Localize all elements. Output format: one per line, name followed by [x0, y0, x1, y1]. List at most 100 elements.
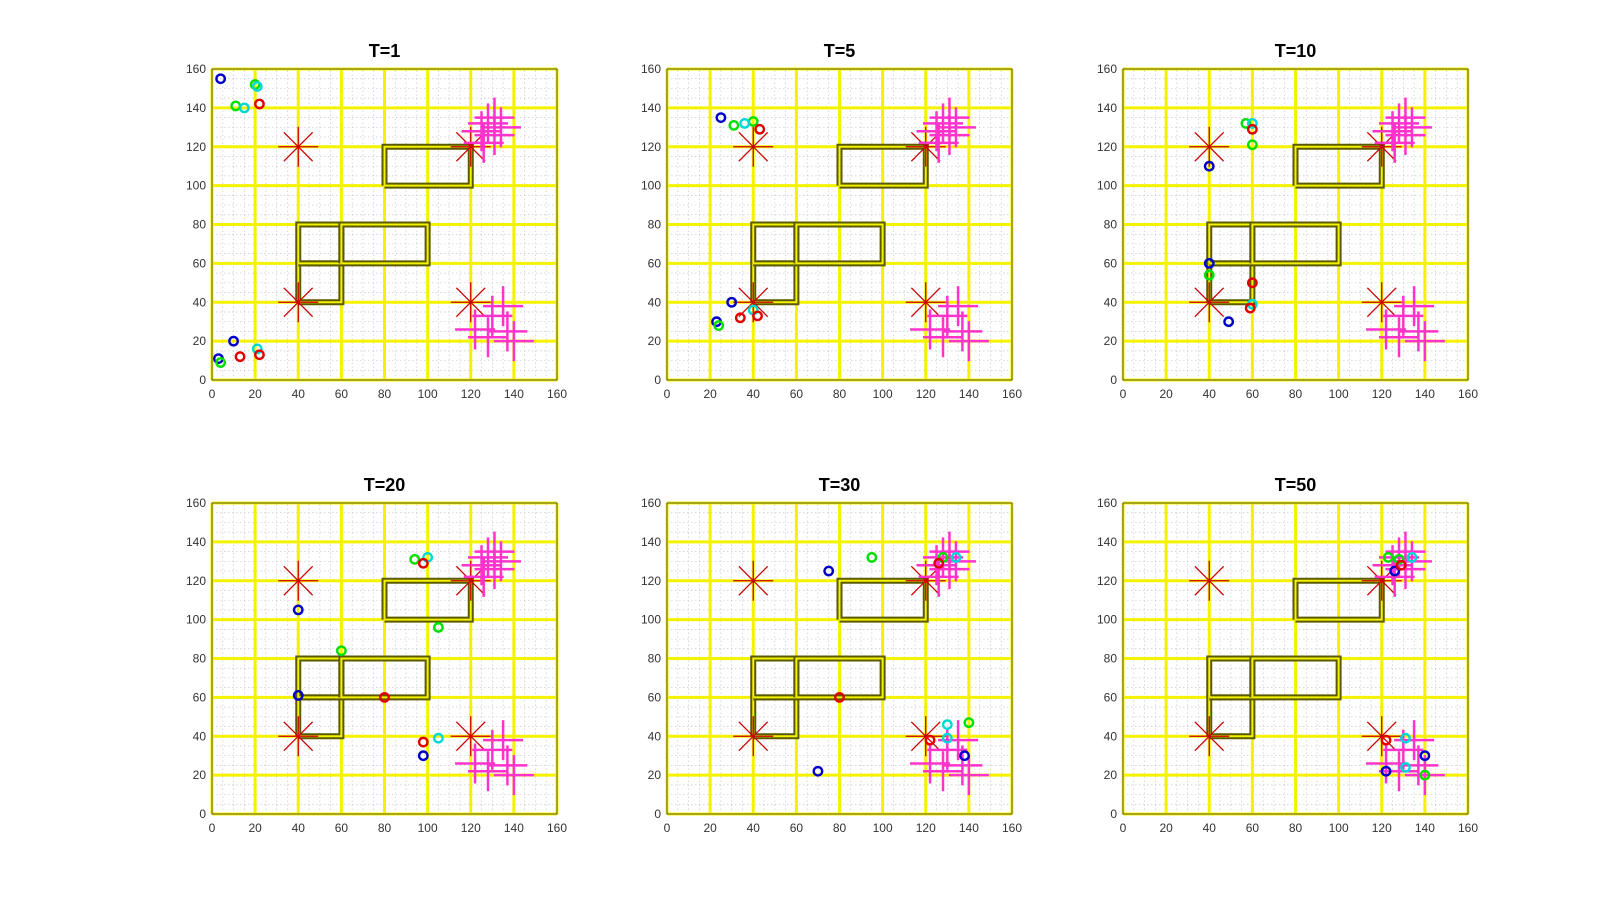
- destinations: [910, 97, 989, 362]
- agent-point: [1203, 160, 1215, 172]
- x-tick-label: 120: [461, 387, 481, 401]
- x-tick-label: 100: [873, 387, 893, 401]
- agent-point: [1240, 118, 1252, 129]
- y-tick-label: 0: [199, 807, 206, 821]
- agent-point: [866, 552, 878, 563]
- destinations: [455, 531, 534, 796]
- destination-marker: [918, 122, 959, 163]
- subplot-6: 0 20 40 60 80 100 120 140 160 0 20 40 60 80 100 120 140 1…: [1097, 475, 1478, 835]
- destination-marker: [1385, 97, 1426, 138]
- y-tick-label: 20: [648, 334, 662, 348]
- x-tick-label: 60: [790, 387, 804, 401]
- target-marker: [905, 282, 946, 323]
- target-marker: [733, 716, 774, 757]
- destination-marker: [923, 317, 963, 358]
- agent-point: [251, 343, 263, 355]
- x-tick-label: 80: [1289, 821, 1303, 835]
- x-tick-label: 140: [1415, 821, 1435, 835]
- destination-marker: [1398, 311, 1439, 352]
- destination-marker: [1379, 317, 1419, 358]
- obstacle-inner: [1251, 657, 1340, 699]
- agent-point: [1400, 732, 1411, 744]
- y-tick-label: 160: [641, 62, 661, 76]
- agent-point: [254, 349, 265, 361]
- obstacle-inner: [1251, 223, 1340, 265]
- target-marker: [905, 560, 946, 601]
- x-tick-label: 100: [873, 821, 893, 835]
- y-tick-label: 140: [186, 535, 206, 549]
- axes-box: [666, 68, 1013, 381]
- destination-marker: [493, 755, 534, 796]
- agent-point: [739, 118, 751, 129]
- destination-marker: [948, 755, 989, 796]
- destination-marker: [1398, 745, 1439, 786]
- destination-marker: [1404, 755, 1445, 796]
- agent-point: [754, 123, 766, 135]
- agent-point: [379, 691, 390, 703]
- target-marker: [1361, 716, 1402, 757]
- x-tick-label: 60: [1246, 387, 1260, 401]
- destination-marker: [468, 317, 508, 358]
- y-tick-label: 40: [648, 295, 662, 309]
- x-tick-label: 120: [461, 821, 481, 835]
- x-tick-label: 40: [1203, 821, 1217, 835]
- agents: [1203, 118, 1258, 328]
- agent-point: [1393, 553, 1405, 565]
- agent-point: [433, 622, 444, 633]
- x-tick-label: 0: [664, 387, 671, 401]
- target-marker: [733, 126, 774, 167]
- agent-point: [924, 734, 936, 746]
- destination-marker: [923, 751, 963, 792]
- target-marker: [450, 282, 491, 323]
- x-tick-label: 100: [418, 821, 438, 835]
- y-tick-label: 80: [648, 218, 662, 232]
- destination-marker: [929, 531, 970, 572]
- panel-title: T=10: [1275, 41, 1317, 61]
- agent-point: [417, 557, 429, 569]
- y-tick-label: 120: [186, 140, 206, 154]
- x-tick-label: 140: [959, 821, 979, 835]
- y-tick-label: 120: [1097, 574, 1117, 588]
- y-tick-label: 100: [641, 613, 661, 627]
- x-tick-label: 40: [292, 821, 306, 835]
- destination-marker: [1383, 295, 1424, 336]
- target-marker: [1189, 126, 1230, 167]
- agent-point: [215, 73, 227, 85]
- subplot-5: 0 20 40 60 80 100 120 140 160 0 20 40 60 80 100 120 140 1…: [641, 475, 1022, 835]
- agent-point: [234, 351, 246, 363]
- y-tick-label: 40: [193, 295, 207, 309]
- x-tick-label: 20: [248, 387, 262, 401]
- agent-point: [249, 79, 261, 90]
- subplot-2: 0 20 40 60 80 100 120 140 160 0 20 40 60 80 100 120 140 1…: [641, 41, 1022, 401]
- destination-marker: [463, 556, 504, 597]
- agent-point: [834, 691, 845, 703]
- destination-marker: [463, 122, 504, 163]
- destination-marker: [1374, 122, 1415, 163]
- destination-marker: [1404, 321, 1445, 362]
- agent-point: [734, 312, 746, 324]
- x-tick-label: 80: [833, 821, 847, 835]
- agent-point: [752, 310, 763, 322]
- destination-marker: [948, 321, 989, 362]
- destination-marker: [1394, 286, 1435, 327]
- y-tick-label: 100: [1097, 613, 1117, 627]
- y-tick-label: 60: [193, 256, 207, 270]
- agent-point: [823, 565, 835, 577]
- x-tick-label: 100: [418, 387, 438, 401]
- targets: [733, 126, 946, 323]
- agent-point: [728, 119, 740, 131]
- destination-marker: [480, 107, 521, 148]
- agent-point: [417, 736, 429, 748]
- y-tick-label: 100: [641, 179, 661, 193]
- y-tick-label: 160: [1097, 62, 1117, 76]
- destination-marker: [918, 556, 959, 597]
- obstacle-inner: [795, 223, 884, 265]
- agent-point: [433, 732, 444, 744]
- agents: [1380, 552, 1431, 781]
- axes-box: [211, 68, 558, 381]
- x-tick-label: 0: [209, 821, 216, 835]
- destination-marker: [938, 286, 979, 327]
- panel-title: T=50: [1275, 475, 1317, 495]
- x-tick-label: 80: [1289, 387, 1303, 401]
